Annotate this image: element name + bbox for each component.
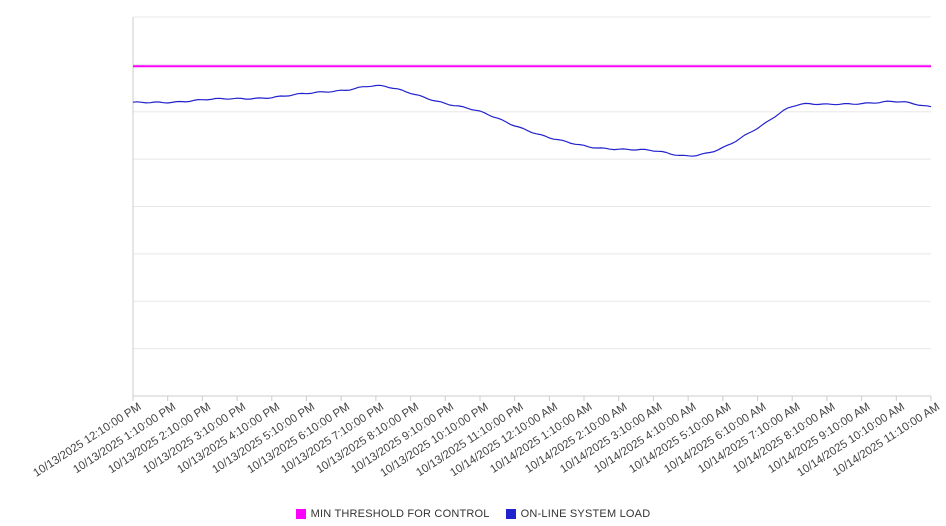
chart-legend: MIN THRESHOLD FOR CONTROL ON-LINE SYSTEM… [0,508,946,520]
load-legend-swatch [505,509,516,519]
legend-item-load[interactable]: ON-LINE SYSTEM LOAD [505,508,651,520]
load-line [132,84,932,157]
threshold-legend-swatch [295,509,306,519]
legend-item-threshold[interactable]: MIN THRESHOLD FOR CONTROL [295,508,490,520]
threshold-legend-label: MIN THRESHOLD FOR CONTROL [310,508,490,520]
load-legend-label: ON-LINE SYSTEM LOAD [520,508,651,520]
